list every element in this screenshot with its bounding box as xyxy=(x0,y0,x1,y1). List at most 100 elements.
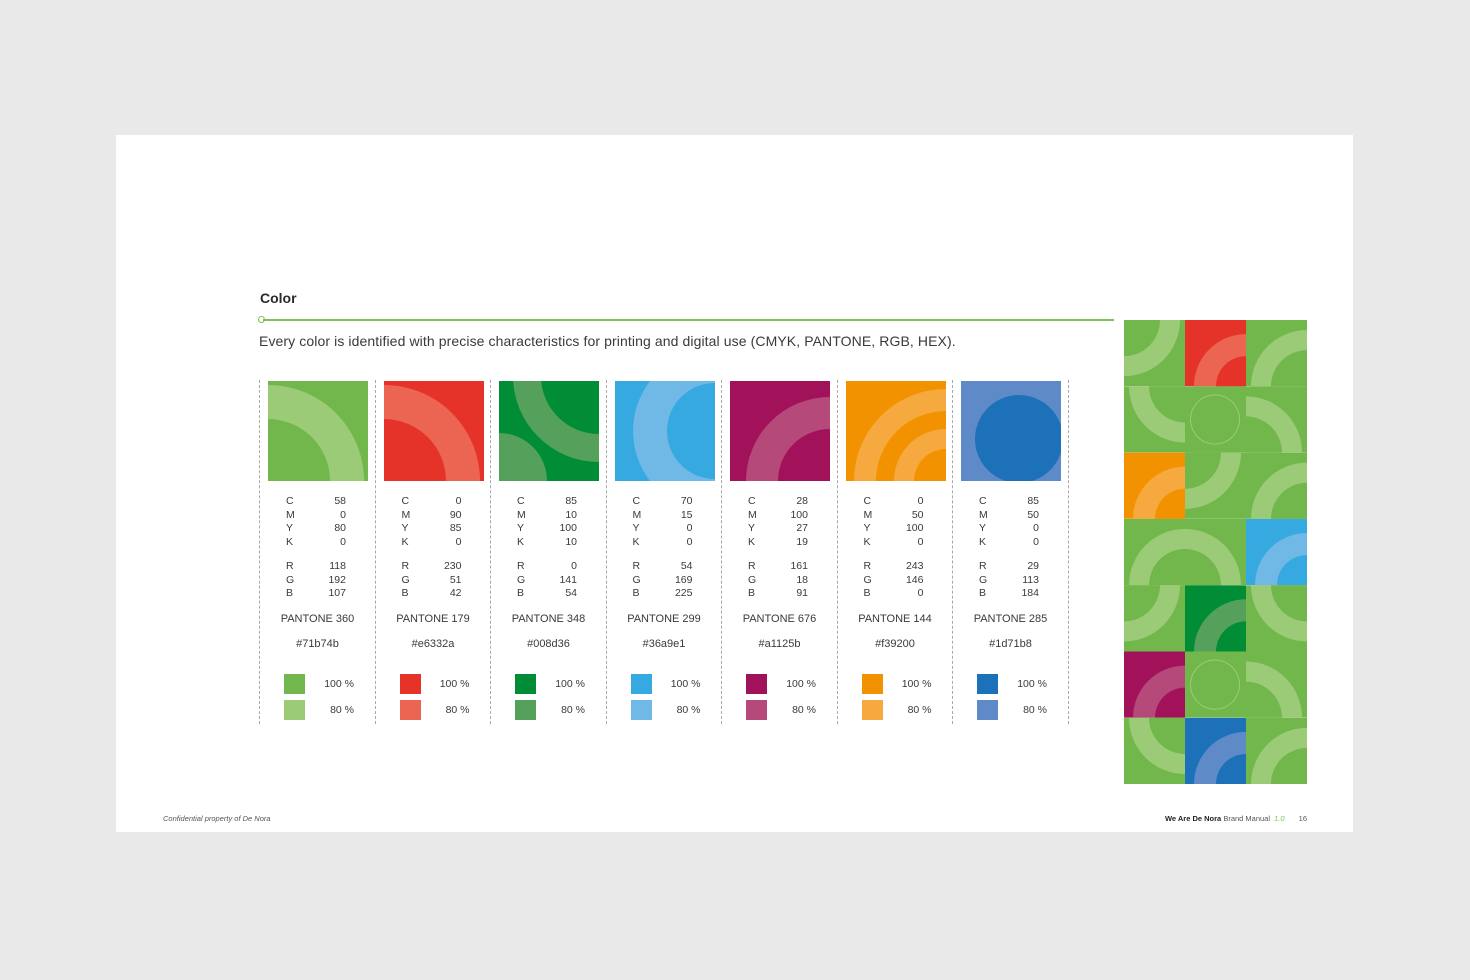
tint-chip xyxy=(746,674,767,694)
cmyk-row: M 100 xyxy=(748,509,808,523)
channel-value: 0 xyxy=(1033,522,1039,534)
channel-label: R xyxy=(748,560,756,572)
rgb-row: G 18 xyxy=(748,574,808,588)
channel-label: C xyxy=(863,495,872,507)
channel-label: G xyxy=(748,573,757,586)
channel-label: M xyxy=(517,508,526,521)
rgb-row: G 169 xyxy=(633,574,693,588)
rgb-row: R 243 xyxy=(864,560,924,574)
rgb-values: R 0 G 141 B 54 xyxy=(517,560,577,601)
channel-label: B xyxy=(401,587,409,599)
cmyk-row: M 15 xyxy=(633,509,693,523)
channel-label: G xyxy=(632,573,641,586)
tint-percent: 80 % xyxy=(792,704,816,716)
color-column: C 70 M 15 Y 0 K 0 R 54 G 169 B 225 PANTONE 299 #36a9e1 1… xyxy=(607,380,722,724)
hex-label: #e6332a xyxy=(411,638,455,650)
channel-value: 0 xyxy=(917,535,924,548)
rgb-values: R 243 G 146 B 0 xyxy=(864,560,924,601)
tint-chip xyxy=(630,674,652,694)
cmyk-row: M 10 xyxy=(517,509,577,523)
channel-label: K xyxy=(517,535,525,548)
tint-percent: 80 % xyxy=(445,704,470,716)
channel-label: M xyxy=(748,508,757,521)
rgb-values: R 230 G 51 B 42 xyxy=(402,560,462,601)
tint-light: 80 % xyxy=(515,700,595,720)
tint-chip xyxy=(861,700,883,720)
rgb-values: R 54 G 169 B 225 xyxy=(633,560,693,601)
channel-value: 90 xyxy=(449,508,462,521)
channel-value: 192 xyxy=(328,573,346,586)
hex-label: #36a9e1 xyxy=(642,638,686,650)
pantone-label: PANTONE 676 xyxy=(742,613,817,625)
channel-label: K xyxy=(632,535,640,548)
channel-label: Y xyxy=(632,522,640,534)
channel-label: B xyxy=(863,587,871,599)
channel-label: Y xyxy=(748,522,756,534)
channel-label: R xyxy=(979,560,987,572)
tint-chip xyxy=(977,700,998,720)
channel-label: R xyxy=(517,560,525,572)
channel-value: 0 xyxy=(917,587,924,599)
rgb-row: B 91 xyxy=(748,587,808,601)
pantone-label: PANTONE 285 xyxy=(973,613,1048,625)
tint-percent: 80 % xyxy=(1023,704,1047,716)
rgb-row: G 141 xyxy=(517,574,577,588)
tint-chip xyxy=(630,700,652,720)
channel-label: C xyxy=(748,495,756,507)
channel-label: M xyxy=(632,508,642,521)
rgb-row: B 54 xyxy=(517,587,577,601)
color-swatch xyxy=(499,381,599,481)
pantone-label: PANTONE 299 xyxy=(627,613,701,625)
tint-light: 80 % xyxy=(861,700,942,720)
section-rule xyxy=(263,319,1114,321)
tint-chip xyxy=(515,700,536,720)
tint-light: 80 % xyxy=(746,700,826,720)
footer-confidential: Confidential property of De Nora xyxy=(163,814,271,823)
cmyk-row: K 10 xyxy=(517,536,577,550)
channel-value: 54 xyxy=(680,560,693,572)
footer-manual: Brand Manual xyxy=(1223,814,1271,823)
channel-label: B xyxy=(632,587,640,599)
channel-value: 0 xyxy=(571,560,577,572)
cmyk-row: Y 85 xyxy=(402,522,462,536)
rgb-row: B 42 xyxy=(402,587,462,601)
rgb-row: R 29 xyxy=(979,560,1039,574)
footer-brand: We Are De Nora Brand Manual 1.0 16 xyxy=(1165,814,1307,823)
pantone-label: PANTONE 144 xyxy=(858,613,932,625)
channel-label: K xyxy=(748,535,756,548)
tint-percent: 100 % xyxy=(1017,678,1047,690)
cmyk-values: C 0 M 90 Y 85 K 0 xyxy=(402,495,462,549)
channel-value: 0 xyxy=(917,495,924,507)
cmyk-values: C 85 M 10 Y 100 K 10 xyxy=(517,495,577,549)
channel-value: 0 xyxy=(340,535,346,548)
channel-label: R xyxy=(632,560,641,572)
rgb-values: R 161 G 18 B 91 xyxy=(748,560,808,601)
rgb-row: B 107 xyxy=(286,587,346,601)
channel-label: Y xyxy=(517,522,525,534)
channel-label: B xyxy=(748,587,756,599)
tint-light: 80 % xyxy=(977,700,1057,720)
tint-light: 80 % xyxy=(630,700,711,720)
intro-text: Every color is identified with precise c… xyxy=(259,333,956,349)
tint-percent: 100 % xyxy=(670,678,701,690)
channel-value: 51 xyxy=(449,573,462,586)
channel-label: K xyxy=(979,535,987,548)
channel-value: 100 xyxy=(559,522,577,534)
tint-percent: 100 % xyxy=(324,678,354,690)
color-column: C 58 M 0 Y 80 K 0 R 118 G 192 B 107 PANTONE 360 #71b74b… xyxy=(260,380,376,724)
channel-label: Y xyxy=(863,522,871,534)
tint-light: 80 % xyxy=(284,700,364,720)
color-swatch xyxy=(730,381,830,481)
channel-label: M xyxy=(286,508,295,521)
cmyk-row: C 70 xyxy=(633,495,693,509)
footer-brand-name: We Are De Nora xyxy=(1164,814,1222,823)
channel-label: M xyxy=(979,508,988,521)
cmyk-row: Y 100 xyxy=(517,522,577,536)
channel-value: 230 xyxy=(443,560,462,572)
color-column: C 0 M 50 Y 100 K 0 R 243 G 146 B 0 PANTONE 144 #f39200 1… xyxy=(838,380,953,724)
hex-label: #f39200 xyxy=(875,638,915,650)
channel-value: 19 xyxy=(796,535,808,548)
tint-full: 100 % xyxy=(399,674,480,694)
